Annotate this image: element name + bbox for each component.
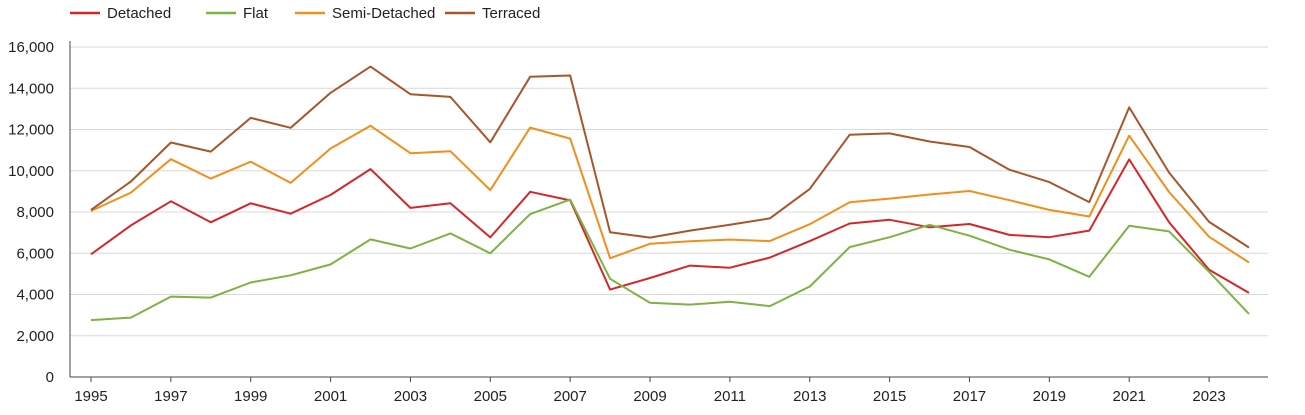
x-tick-label: 2009 <box>633 388 666 405</box>
series-lines <box>90 65 1250 322</box>
y-tick-label: 16,000 <box>8 39 54 56</box>
legend: Detached Flat Semi-Detached Terraced <box>70 5 540 22</box>
x-tick-label: 1999 <box>234 388 267 405</box>
legend-item-detached[interactable]: Detached <box>70 5 171 22</box>
x-tick-label: 2017 <box>953 388 986 405</box>
series-line-semi-detached <box>90 124 1250 264</box>
legend-item-semi-detached[interactable]: Semi-Detached <box>295 5 435 22</box>
x-tick-label: 1995 <box>74 388 107 405</box>
y-tick-label: 10,000 <box>8 163 54 180</box>
legend-item-flat[interactable]: Flat <box>206 5 269 22</box>
legend-label: Detached <box>107 5 171 22</box>
y-tick-label: 4,000 <box>16 287 54 304</box>
y-tick-label: 2,000 <box>16 328 54 345</box>
legend-item-terraced[interactable]: Terraced <box>445 5 540 22</box>
series-line-terraced <box>90 65 1250 249</box>
legend-label: Semi-Detached <box>332 5 435 22</box>
x-tick-label: 2019 <box>1033 388 1066 405</box>
y-tick-label: 12,000 <box>8 122 54 139</box>
y-tick-label: 6,000 <box>16 245 54 262</box>
x-tick-label: 2011 <box>714 388 746 405</box>
y-tick-label: 14,000 <box>8 80 54 97</box>
series-line-flat <box>90 198 1250 322</box>
x-tick-label: 1997 <box>154 388 187 405</box>
x-tick-label: 2021 <box>1113 388 1146 405</box>
legend-label: Terraced <box>482 5 540 22</box>
x-axis: 1995 1997 1999 2001 2003 2005 2007 2009 2011 2013… <box>74 377 1226 405</box>
y-axis: 0 2,000 4,000 6,000 8,000 10,000 12,000 14,000 1… <box>8 39 71 386</box>
legend-label: Flat <box>243 5 269 22</box>
x-tick-label: 2001 <box>314 388 347 405</box>
x-tick-label: 2023 <box>1192 388 1225 405</box>
y-tick-label: 0 <box>46 369 54 386</box>
x-tick-label: 2005 <box>474 388 507 405</box>
x-tick-label: 2007 <box>553 388 586 405</box>
x-tick-label: 2003 <box>394 388 427 405</box>
series-line-detached <box>90 158 1250 294</box>
y-tick-label: 8,000 <box>16 204 54 221</box>
gridlines <box>70 46 1268 378</box>
x-tick-label: 2015 <box>873 388 906 405</box>
x-tick-label: 2013 <box>793 388 826 405</box>
